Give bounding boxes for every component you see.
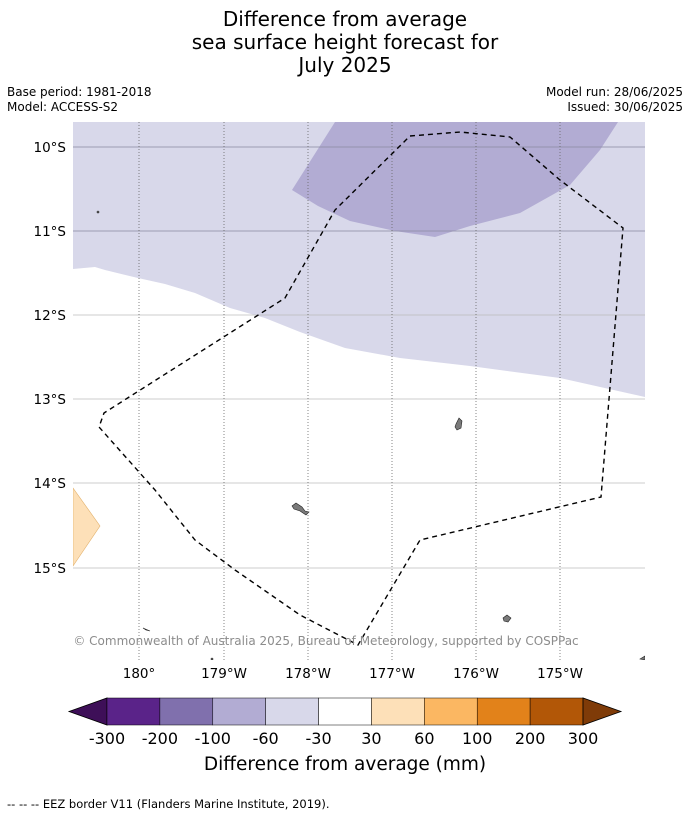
colorbar-segment xyxy=(371,697,425,726)
anomaly-region-plus30 xyxy=(73,487,101,567)
colorbar-tick-label: -100 xyxy=(195,729,231,748)
island xyxy=(639,655,645,660)
island xyxy=(142,627,151,632)
colorbar-tick-label: 30 xyxy=(361,729,381,748)
colorbar-segment xyxy=(265,697,319,726)
island xyxy=(454,417,463,431)
colorbar-segment xyxy=(318,697,372,726)
colorbar: -300 -200 -100 -60 -30 30 60 100 200 300 xyxy=(67,697,623,748)
longitude-labels: 180° 179°W 178°W 177°W 176°W 175°W xyxy=(123,666,583,682)
title-line-3: July 2025 xyxy=(298,53,392,77)
colorbar-segment xyxy=(424,697,478,726)
lat-label: 11°S xyxy=(34,224,67,240)
base-period-text: Base period: 1981-2018 xyxy=(7,85,152,99)
lat-label: 14°S xyxy=(34,476,67,492)
colorbar-extension-high xyxy=(582,697,623,726)
island xyxy=(291,502,310,516)
colorbar-segment xyxy=(476,697,531,726)
lon-label: 175°W xyxy=(537,666,583,682)
colorbar-tick-label: 200 xyxy=(515,729,546,748)
lon-label: 179°W xyxy=(201,666,247,682)
colorbar-extension-low xyxy=(67,697,108,726)
colorbar-segment xyxy=(159,697,214,726)
eez-legend-note: -- -- -- EEZ border V11 (Flanders Marine… xyxy=(7,797,330,811)
chart-title: Difference from average sea surface heig… xyxy=(0,8,690,77)
colorbar-label: Difference from average (mm) xyxy=(204,754,486,775)
lon-label: 180° xyxy=(123,666,156,682)
lat-label: 12°S xyxy=(34,308,67,324)
run-info: Model run: 28/06/2025 Issued: 30/06/2025 xyxy=(546,85,683,115)
title-line-2: sea surface height forecast for xyxy=(191,30,499,54)
issued-text: Issued: 30/06/2025 xyxy=(567,100,683,114)
lon-label: 176°W xyxy=(453,666,499,682)
colorbar-segment xyxy=(529,697,584,726)
island xyxy=(96,210,100,214)
colorbar-segment xyxy=(106,697,161,726)
anomaly-region-minus60 xyxy=(292,122,618,237)
colorbar-tick-label: 100 xyxy=(462,729,493,748)
latitude-labels: 10°S 11°S 12°S 13°S 14°S 15°S xyxy=(34,140,67,577)
colorbar-tick-label: -300 xyxy=(89,729,125,748)
model-text: Model: ACCESS-S2 xyxy=(7,100,119,114)
gridlines xyxy=(73,122,645,660)
island xyxy=(210,657,214,660)
copyright-notice: © Commonwealth of Australia 2025, Bureau… xyxy=(73,634,578,648)
islands xyxy=(96,210,645,660)
colorbar-segment xyxy=(212,697,266,726)
lat-label: 15°S xyxy=(34,561,67,577)
colorbar-tick-label: 300 xyxy=(568,729,599,748)
colorbar-tick-label: -200 xyxy=(142,729,178,748)
lon-label: 178°W xyxy=(285,666,331,682)
colorbar-tick-label: -60 xyxy=(253,729,279,748)
eez-border xyxy=(98,131,624,646)
model-run-text: Model run: 28/06/2025 xyxy=(545,85,683,99)
colorbar-tick-label: -30 xyxy=(305,729,331,748)
lat-label: 10°S xyxy=(34,140,67,156)
base-period-info: Base period: 1981-2018 Model: ACCESS-S2 xyxy=(7,85,152,115)
lat-label: 13°S xyxy=(34,392,67,408)
map-panel: © Commonwealth of Australia 2025, Bureau… xyxy=(73,122,645,660)
island xyxy=(502,614,512,623)
colorbar-tick-label: 60 xyxy=(414,729,434,748)
title-line-1: Difference from average xyxy=(222,7,468,31)
lon-label: 177°W xyxy=(369,666,415,682)
